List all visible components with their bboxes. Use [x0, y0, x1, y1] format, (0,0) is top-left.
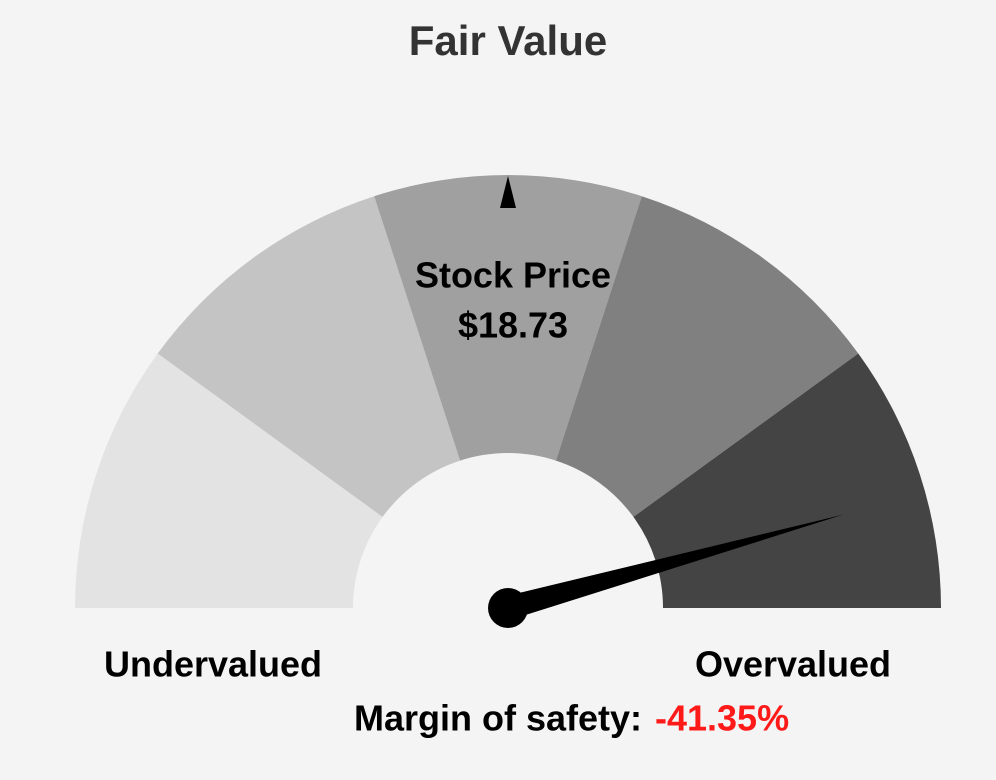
gauge-band — [374, 175, 642, 461]
gauge-band — [157, 196, 461, 517]
needle-group — [488, 514, 844, 628]
center-label: Stock Price — [415, 255, 611, 296]
value-label: -41.35% — [655, 698, 789, 739]
bands — [75, 175, 941, 608]
price-marker — [500, 176, 516, 208]
right-label: Overvalued — [695, 644, 891, 685]
price-label: $18.73 — [458, 305, 568, 346]
needle — [504, 514, 844, 620]
footer-label: Margin of safety: — [354, 698, 642, 739]
gauge-band — [75, 353, 383, 608]
left-label: Undervalued — [104, 644, 322, 685]
gauge-band — [633, 353, 941, 608]
chart-title: Fair Value — [409, 17, 607, 64]
gauge-band — [555, 196, 859, 517]
